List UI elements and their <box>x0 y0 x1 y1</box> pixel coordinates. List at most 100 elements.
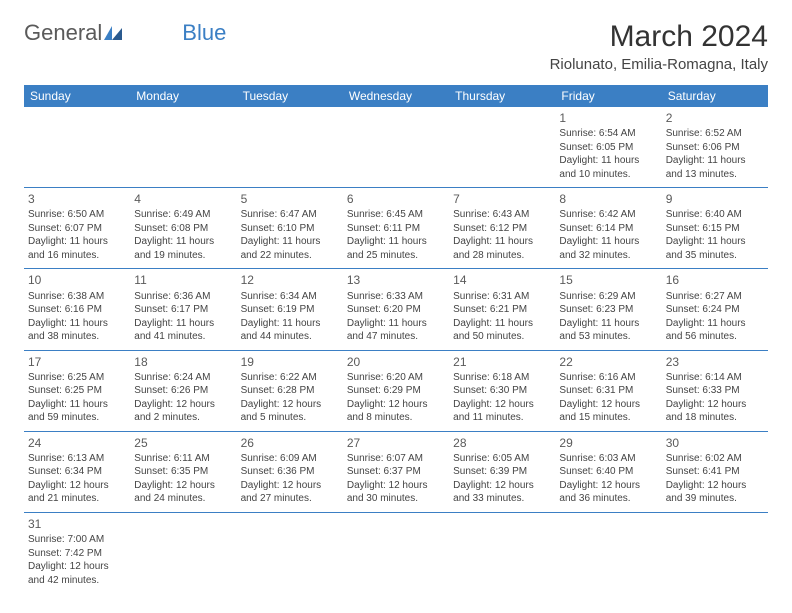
day-daylight1: Daylight: 11 hours <box>241 317 339 331</box>
day-sunset: Sunset: 6:36 PM <box>241 465 339 479</box>
day-cell: 5Sunrise: 6:47 AMSunset: 6:10 PMDaylight… <box>237 188 343 268</box>
day-sunrise: Sunrise: 6:24 AM <box>134 371 232 385</box>
day-sunrise: Sunrise: 6:50 AM <box>28 208 126 222</box>
weekday-label: Sunday <box>24 85 130 107</box>
day-sunrise: Sunrise: 6:33 AM <box>347 290 445 304</box>
day-number: 15 <box>559 272 657 288</box>
day-sunset: Sunset: 6:08 PM <box>134 222 232 236</box>
day-sunset: Sunset: 7:42 PM <box>28 547 126 561</box>
day-cell: 18Sunrise: 6:24 AMSunset: 6:26 PMDayligh… <box>130 351 236 431</box>
day-sunset: Sunset: 6:25 PM <box>28 384 126 398</box>
day-daylight1: Daylight: 12 hours <box>347 479 445 493</box>
day-number: 11 <box>134 272 232 288</box>
day-daylight2: and 5 minutes. <box>241 411 339 425</box>
day-cell <box>555 513 661 593</box>
day-daylight1: Daylight: 11 hours <box>134 317 232 331</box>
day-number: 4 <box>134 191 232 207</box>
day-number: 30 <box>666 435 764 451</box>
day-daylight1: Daylight: 11 hours <box>28 398 126 412</box>
day-daylight1: Daylight: 12 hours <box>241 398 339 412</box>
day-cell: 26Sunrise: 6:09 AMSunset: 6:36 PMDayligh… <box>237 432 343 512</box>
day-daylight2: and 47 minutes. <box>347 330 445 344</box>
day-daylight2: and 15 minutes. <box>559 411 657 425</box>
day-daylight2: and 56 minutes. <box>666 330 764 344</box>
day-sunrise: Sunrise: 6:25 AM <box>28 371 126 385</box>
day-sunrise: Sunrise: 6:20 AM <box>347 371 445 385</box>
day-sunrise: Sunrise: 6:47 AM <box>241 208 339 222</box>
day-number: 8 <box>559 191 657 207</box>
day-number: 2 <box>666 110 764 126</box>
day-sunrise: Sunrise: 6:07 AM <box>347 452 445 466</box>
day-daylight2: and 2 minutes. <box>134 411 232 425</box>
day-sunrise: Sunrise: 6:34 AM <box>241 290 339 304</box>
day-daylight1: Daylight: 11 hours <box>347 235 445 249</box>
day-sunset: Sunset: 6:14 PM <box>559 222 657 236</box>
day-number: 16 <box>666 272 764 288</box>
week-row: 1Sunrise: 6:54 AMSunset: 6:05 PMDaylight… <box>24 107 768 188</box>
weekday-label: Monday <box>130 85 236 107</box>
weekday-label: Saturday <box>662 85 768 107</box>
day-daylight2: and 25 minutes. <box>347 249 445 263</box>
day-daylight1: Daylight: 11 hours <box>666 235 764 249</box>
day-number: 28 <box>453 435 551 451</box>
day-sunrise: Sunrise: 6:09 AM <box>241 452 339 466</box>
day-daylight2: and 24 minutes. <box>134 492 232 506</box>
weekday-label: Tuesday <box>237 85 343 107</box>
day-daylight1: Daylight: 11 hours <box>134 235 232 249</box>
day-daylight1: Daylight: 12 hours <box>241 479 339 493</box>
day-daylight1: Daylight: 12 hours <box>453 398 551 412</box>
day-cell: 29Sunrise: 6:03 AMSunset: 6:40 PMDayligh… <box>555 432 661 512</box>
day-cell <box>24 107 130 187</box>
day-sunset: Sunset: 6:16 PM <box>28 303 126 317</box>
day-cell: 14Sunrise: 6:31 AMSunset: 6:21 PMDayligh… <box>449 269 555 349</box>
day-cell: 2Sunrise: 6:52 AMSunset: 6:06 PMDaylight… <box>662 107 768 187</box>
day-cell: 13Sunrise: 6:33 AMSunset: 6:20 PMDayligh… <box>343 269 449 349</box>
day-daylight2: and 11 minutes. <box>453 411 551 425</box>
day-cell: 23Sunrise: 6:14 AMSunset: 6:33 PMDayligh… <box>662 351 768 431</box>
day-daylight1: Daylight: 11 hours <box>666 154 764 168</box>
day-sunrise: Sunrise: 6:49 AM <box>134 208 232 222</box>
day-cell: 11 Sunrise: 6:36 AMSunset: 6:17 PMDayligh… <box>130 269 236 349</box>
logo-blue: Blue <box>182 20 226 46</box>
day-cell: 7Sunrise: 6:43 AMSunset: 6:12 PMDaylight… <box>449 188 555 268</box>
day-daylight1: Daylight: 12 hours <box>134 479 232 493</box>
day-sunrise: Sunrise: 7:00 AM <box>28 533 126 547</box>
day-cell: 27Sunrise: 6:07 AMSunset: 6:37 PMDayligh… <box>343 432 449 512</box>
day-number: 27 <box>347 435 445 451</box>
day-daylight2: and 50 minutes. <box>453 330 551 344</box>
day-sunset: Sunset: 6:40 PM <box>559 465 657 479</box>
day-sunset: Sunset: 6:31 PM <box>559 384 657 398</box>
day-sunrise: Sunrise: 6:40 AM <box>666 208 764 222</box>
day-number: 14 <box>453 272 551 288</box>
day-sunrise: Sunrise: 6:36 AM <box>134 290 232 304</box>
day-sunset: Sunset: 6:17 PM <box>134 303 232 317</box>
day-daylight1: Daylight: 12 hours <box>666 398 764 412</box>
day-sunset: Sunset: 6:39 PM <box>453 465 551 479</box>
day-cell: 30Sunrise: 6:02 AMSunset: 6:41 PMDayligh… <box>662 432 768 512</box>
day-daylight1: Daylight: 11 hours <box>666 317 764 331</box>
day-sunset: Sunset: 6:37 PM <box>347 465 445 479</box>
weekday-label: Wednesday <box>343 85 449 107</box>
week-row: 31Sunrise: 7:00 AMSunset: 7:42 PMDayligh… <box>24 513 768 593</box>
day-sunrise: Sunrise: 6:14 AM <box>666 371 764 385</box>
day-cell: 20Sunrise: 6:20 AMSunset: 6:29 PMDayligh… <box>343 351 449 431</box>
day-sunrise: Sunrise: 6:42 AM <box>559 208 657 222</box>
day-sunrise: Sunrise: 6:05 AM <box>453 452 551 466</box>
day-daylight1: Daylight: 12 hours <box>134 398 232 412</box>
day-cell: 17Sunrise: 6:25 AMSunset: 6:25 PMDayligh… <box>24 351 130 431</box>
day-daylight2: and 32 minutes. <box>559 249 657 263</box>
day-sunrise: Sunrise: 6:43 AM <box>453 208 551 222</box>
day-cell: 8Sunrise: 6:42 AMSunset: 6:14 PMDaylight… <box>555 188 661 268</box>
week-row: 24Sunrise: 6:13 AMSunset: 6:34 PMDayligh… <box>24 432 768 513</box>
day-cell <box>449 107 555 187</box>
day-number: 18 <box>134 354 232 370</box>
day-cell: 31Sunrise: 7:00 AMSunset: 7:42 PMDayligh… <box>24 513 130 593</box>
day-cell: 10Sunrise: 6:38 AMSunset: 6:16 PMDayligh… <box>24 269 130 349</box>
day-sunset: Sunset: 6:11 PM <box>347 222 445 236</box>
day-daylight2: and 33 minutes. <box>453 492 551 506</box>
day-daylight1: Daylight: 12 hours <box>666 479 764 493</box>
day-sunset: Sunset: 6:29 PM <box>347 384 445 398</box>
day-cell <box>130 513 236 593</box>
week-row: 3Sunrise: 6:50 AMSunset: 6:07 PMDaylight… <box>24 188 768 269</box>
day-daylight2: and 10 minutes. <box>559 168 657 182</box>
